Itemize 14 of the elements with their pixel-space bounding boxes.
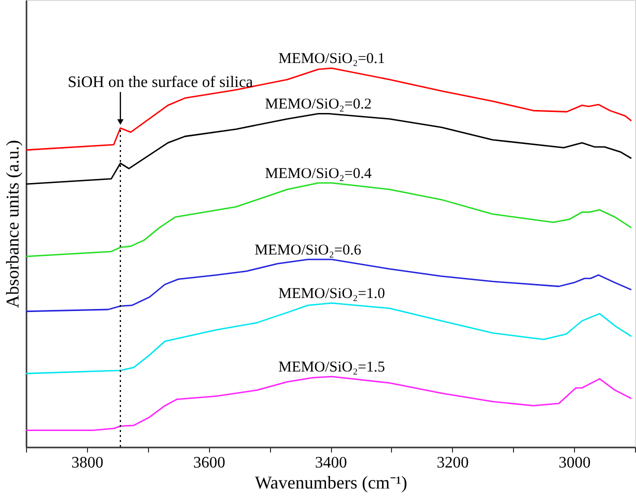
series-label: MEMO/SiO₂=1.0 bbox=[278, 286, 386, 302]
x-tick-label: 3000 bbox=[558, 454, 591, 472]
x-tick-label: 3400 bbox=[315, 454, 347, 472]
series-label: MEMO/SiO₂=0.6 bbox=[254, 242, 362, 258]
x-tick-label: 3800 bbox=[71, 454, 104, 472]
series-label: MEMO/SiO₂=0.2 bbox=[265, 96, 372, 113]
series-label: MEMO/SiO₂=1.5 bbox=[278, 360, 386, 376]
x-tick-label: 3200 bbox=[436, 454, 469, 472]
x-axis-title: Wavenumbers (cm⁻¹) bbox=[254, 472, 408, 492]
annotation: SiOH on the surface of silica bbox=[68, 74, 254, 92]
y-axis-title: Absorbance units (a.u.) bbox=[2, 140, 22, 308]
series-label: MEMO/SiO₂=0.4 bbox=[265, 166, 372, 182]
x-tick-label: 3600 bbox=[193, 454, 226, 472]
series-label: MEMO/SiO₂=0.1 bbox=[278, 51, 386, 68]
